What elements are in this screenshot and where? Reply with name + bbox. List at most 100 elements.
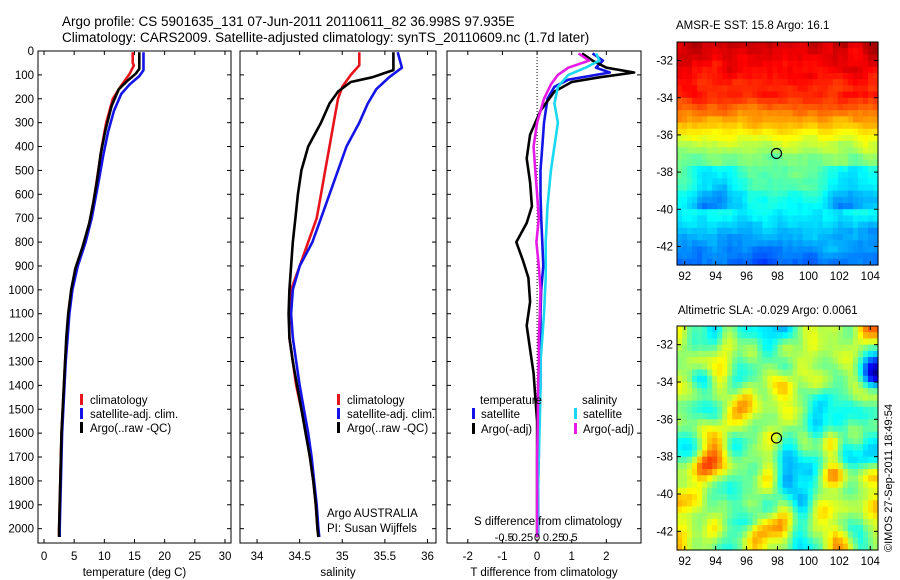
map-x-tick-label: 94 [709, 271, 722, 283]
y-tick-label: 600 [15, 189, 34, 201]
y-tick-label: 200 [15, 94, 34, 106]
differences-axes-frame [446, 50, 642, 544]
map-x-tick-label: 102 [830, 556, 849, 568]
temperature-axes-frame [37, 50, 232, 544]
legend-swatch [337, 408, 340, 419]
y-tick-label: 1000 [8, 285, 34, 297]
map-y-tick-label: -40 [656, 204, 673, 216]
series-line-temperature-satellite [536, 52, 612, 537]
legend-swatch [80, 422, 83, 433]
map-y-tick-label: -34 [656, 377, 673, 389]
y-tick-label: 1200 [8, 333, 34, 345]
x-tick-label: 34.5 [288, 551, 310, 563]
differences-x-label: T difference from climatology [470, 567, 617, 579]
legend-label: climatology [90, 395, 148, 407]
x-tick-label: 15 [128, 551, 141, 563]
y-tick-label: 1400 [8, 380, 34, 392]
legend-header-temperature: temperature [480, 395, 542, 407]
x-tick-label: 35 [336, 551, 349, 563]
map-x-tick-label: 102 [830, 271, 849, 283]
series-line-argo-raw-qc- [57, 52, 141, 537]
series-line-salinity-argo-adj- [532, 52, 591, 537]
map-x-tick-label: 94 [709, 556, 722, 568]
x-tick-label: 25 [188, 551, 201, 563]
x-tick-label: -1 [497, 551, 507, 563]
map-y-tick-label: -36 [656, 414, 673, 426]
series-line-argo-raw-qc- [287, 52, 395, 538]
map-x-tick-label: 96 [740, 556, 753, 568]
y-tick-label: 1600 [8, 428, 34, 440]
x-tick-label: 10 [98, 551, 111, 563]
legend-label: satellite [481, 409, 520, 421]
legend-label: Argo(-adj) [583, 424, 634, 436]
agency-annotation: Argo AUSTRALIA [327, 508, 418, 520]
y-tick-label: 2000 [8, 524, 34, 536]
x-tick-label: -2 [463, 551, 473, 563]
legend-swatch [472, 408, 475, 419]
argo-float-marker [770, 432, 783, 444]
map-y-tick-label: -42 [656, 526, 673, 538]
x-tick-label: 36 [421, 551, 434, 563]
map-y-tick-label: -40 [656, 489, 673, 501]
y-tick-label: 0 [28, 46, 34, 58]
legend-swatch [574, 423, 577, 434]
map-y-tick-label: -36 [656, 130, 673, 142]
map-x-tick-label: 100 [799, 271, 818, 283]
salinity-axes-frame [239, 50, 437, 544]
legend-swatch [337, 394, 340, 405]
sla-map-image [677, 326, 879, 551]
differences-top-x-label: S difference from climatology [474, 516, 622, 528]
legend-label: Argo(-adj) [481, 424, 532, 436]
argo-float-marker [770, 147, 783, 160]
x-tick-label: 2 [603, 551, 609, 563]
legend-label: Argo(..raw -QC) [90, 423, 171, 435]
sst-map-title: AMSR-E SST: 15.8 Argo: 16.1 [676, 20, 830, 32]
sst-map-image [677, 42, 879, 266]
map-x-tick-label: 104 [861, 556, 881, 568]
map-x-tick-label: 92 [678, 556, 691, 568]
map-x-tick-label: 104 [861, 271, 881, 283]
x-tick-label: 34 [251, 551, 264, 563]
map-y-tick-label: -32 [656, 340, 673, 352]
temperature-x-label: temperature (deg C) [83, 567, 187, 579]
x-tick-label: 5 [71, 551, 77, 563]
salinity-x-label: salinity [320, 567, 355, 579]
y-tick-label: 1100 [9, 309, 34, 321]
map-x-tick-label: 96 [740, 271, 753, 283]
series-line-satellite-adj-clim- [289, 51, 404, 538]
x-tick-label: 0 [41, 551, 47, 563]
legend-label: Argo(..raw -QC) [347, 423, 428, 435]
y-tick-label: 900 [15, 261, 34, 273]
y-tick-label: 1500 [8, 404, 34, 416]
map-y-tick-label: -38 [656, 452, 673, 464]
y-tick-label: 1700 [8, 452, 34, 464]
series-line-temperature-argo-adj- [514, 52, 636, 537]
legend-swatch [574, 408, 577, 419]
series-line-salinity-satellite [536, 52, 601, 537]
credit-text: ©IMOS 27-Sep-2011 18:49:54 [883, 404, 895, 552]
legend-label: satellite [583, 409, 622, 421]
x-tick-label: 1 [569, 551, 575, 563]
legend-swatch [80, 408, 83, 419]
map-x-tick-label: 98 [771, 271, 784, 283]
header-line-2: Climatology: CARS2009. Satellite-adjuste… [62, 30, 590, 45]
legend-label: satellite-adj. clim. [347, 409, 435, 421]
x-tick-label: 20 [158, 551, 171, 563]
y-tick-label: 1300 [8, 356, 34, 368]
map-x-tick-label: 92 [678, 271, 691, 283]
map-y-tick-label: -38 [656, 167, 673, 179]
x-tick-label: 30 [219, 551, 232, 563]
sla-map-title: Altimetric SLA: -0.029 Argo: 0.0061 [678, 305, 858, 317]
map-x-tick-label: 100 [799, 556, 818, 568]
y-tick-label: 800 [15, 237, 34, 249]
legend-header-salinity: salinity [582, 395, 617, 407]
secondary-x-tick-label: -0.5 [495, 532, 514, 544]
map-x-tick-label: 98 [771, 556, 784, 568]
secondary-x-tick-label: -0.25 [508, 532, 533, 544]
y-tick-label: 1800 [8, 476, 34, 488]
x-tick-label: 35.5 [374, 551, 396, 563]
series-line-satellite-adj-clim- [58, 52, 145, 537]
secondary-x-tick-label: 0.25 [543, 532, 564, 544]
y-tick-label: 700 [15, 213, 34, 225]
